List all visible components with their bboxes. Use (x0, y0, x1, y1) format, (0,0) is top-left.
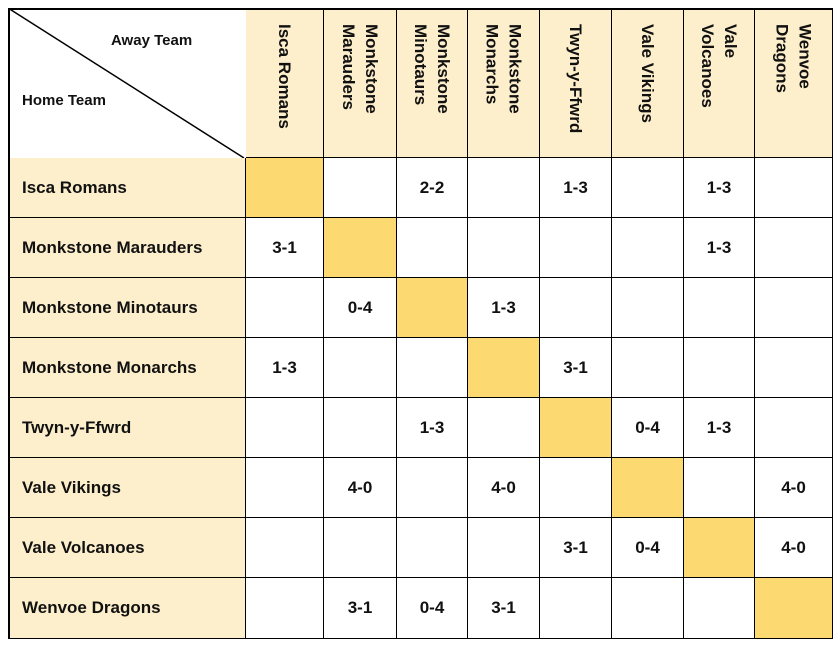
result-cell: 1-3 (540, 158, 612, 218)
result-cell: 3-1 (540, 338, 612, 398)
result-cell (612, 218, 684, 278)
column-header: Vale Vikings (612, 10, 684, 158)
result-cell (612, 338, 684, 398)
result-cell (755, 398, 833, 458)
row-header: Twyn-y-Ffwrd (10, 398, 246, 458)
result-cell (246, 278, 324, 338)
column-header: Twyn-y-Ffwrd (540, 10, 612, 158)
result-cell: 1-3 (397, 398, 468, 458)
diagonal-cell (468, 338, 540, 398)
result-cell (540, 458, 612, 518)
column-label: Vale Vikings (638, 24, 657, 123)
diagonal-cell (397, 278, 468, 338)
result-cell: 0-4 (612, 518, 684, 578)
result-cell: 0-4 (324, 278, 397, 338)
result-cell: 1-3 (246, 338, 324, 398)
result-cell (540, 278, 612, 338)
away-label: Away Team (111, 32, 193, 49)
result-cell (612, 578, 684, 639)
result-cell (468, 398, 540, 458)
result-cell (684, 578, 755, 639)
diagonal-cell (755, 578, 833, 639)
row-header: Monkstone Monarchs (10, 338, 246, 398)
row-header: Monkstone Minotaurs (10, 278, 246, 338)
column-label: Wenvoe Dragons (772, 24, 815, 93)
result-cell (397, 338, 468, 398)
result-cell (246, 518, 324, 578)
diagonal-cell (684, 518, 755, 578)
result-cell (468, 218, 540, 278)
results-table: 3-1 0-4 3-1 Wenvoe Dragons 4-0 0-4 3-1 Vale Vol… (8, 8, 833, 639)
diagonal-cell (324, 218, 397, 278)
result-cell: 3-1 (468, 578, 540, 639)
result-cell: 1-3 (684, 218, 755, 278)
result-cell (684, 458, 755, 518)
row-header: Vale Vikings (10, 458, 246, 518)
column-header: Monkstone Minotaurs (397, 10, 468, 158)
result-cell (246, 458, 324, 518)
result-cell (684, 278, 755, 338)
result-cell: 4-0 (324, 458, 397, 518)
result-cell: 1-3 (684, 158, 755, 218)
column-header: Wenvoe Dragons (755, 10, 833, 158)
result-cell: 3-1 (246, 218, 324, 278)
result-cell (324, 398, 397, 458)
result-cell (397, 518, 468, 578)
result-cell: 4-0 (468, 458, 540, 518)
result-cell: 1-3 (468, 278, 540, 338)
result-cell: 1-3 (684, 398, 755, 458)
result-cell: 4-0 (755, 518, 833, 578)
result-cell (397, 218, 468, 278)
result-cell (324, 518, 397, 578)
column-header: Monkstone Marauders (324, 10, 397, 158)
diagonal-cell (612, 458, 684, 518)
result-cell (755, 158, 833, 218)
result-cell (755, 338, 833, 398)
result-cell: 2-2 (397, 158, 468, 218)
column-label: Twyn-y-Ffwrd (566, 24, 585, 134)
column-label: Vale Volcanoes (698, 24, 740, 108)
result-cell (324, 158, 397, 218)
result-cell (397, 458, 468, 518)
row-header: Wenvoe Dragons (10, 578, 246, 639)
result-cell (684, 338, 755, 398)
result-cell (246, 578, 324, 639)
diagonal-cell (246, 158, 324, 218)
result-cell (755, 278, 833, 338)
column-label: Monkstone Monarchs (482, 24, 525, 114)
result-cell: 3-1 (324, 578, 397, 639)
result-cell (468, 518, 540, 578)
result-cell: 0-4 (397, 578, 468, 639)
result-cell (612, 278, 684, 338)
column-label: Monkstone Minotaurs (411, 24, 453, 114)
result-cell (540, 578, 612, 639)
row-header: Vale Volcanoes (10, 518, 246, 578)
result-cell (612, 158, 684, 218)
column-header: Isca Romans (246, 10, 324, 158)
column-header: Vale Volcanoes (684, 10, 755, 158)
row-header: Monkstone Marauders (10, 218, 246, 278)
result-cell (246, 398, 324, 458)
diagonal-cell (540, 398, 612, 458)
home-label: Home Team (22, 92, 106, 109)
result-cell (755, 218, 833, 278)
result-cell (324, 338, 397, 398)
result-cell (468, 158, 540, 218)
result-cell (540, 218, 612, 278)
column-header: Monkstone Monarchs (468, 10, 540, 158)
corner-diagonal (8, 8, 245, 158)
column-label: Isca Romans (275, 24, 294, 129)
result-cell: 4-0 (755, 458, 833, 518)
result-cell: 0-4 (612, 398, 684, 458)
row-header: Isca Romans (10, 158, 246, 218)
column-label: Monkstone Marauders (339, 24, 381, 114)
result-cell: 3-1 (540, 518, 612, 578)
